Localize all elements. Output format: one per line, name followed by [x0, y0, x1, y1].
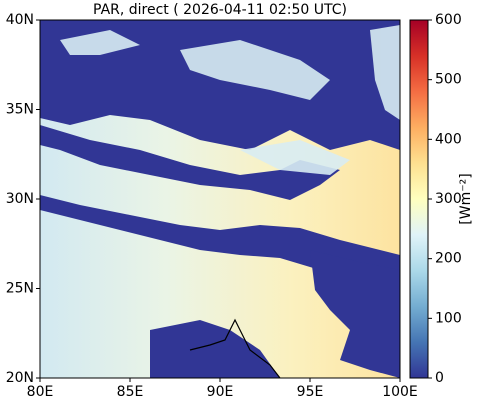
y-tick-label: 20N: [6, 370, 34, 386]
y-tick-label: 40N: [6, 12, 34, 28]
x-tick-label: 85E: [117, 384, 144, 400]
colorbar-tick-label: 400: [435, 131, 462, 147]
x-tick-label: 90E: [207, 384, 234, 400]
colorbar-tick-label: 0: [435, 370, 444, 386]
x-tick-label: 80E: [27, 384, 54, 400]
chart-title: PAR, direct ( 2026-04-11 02:50 UTC): [93, 2, 347, 18]
y-tick-label: 30N: [6, 191, 34, 207]
colorbar-label: [Wm⁻²]: [458, 173, 474, 224]
colorbar-tick-label: 300: [435, 191, 462, 207]
colorbar-tick-label: 600: [435, 12, 462, 28]
map-field: [40, 20, 400, 378]
colorbar-tick-label: 100: [435, 310, 462, 326]
y-tick-label: 25N: [6, 281, 34, 297]
y-tick-label: 35N: [6, 102, 34, 118]
colorbar: [409, 19, 429, 379]
colorbar-tick-label: 200: [435, 251, 462, 267]
colorbar-tick-label: 500: [435, 72, 462, 88]
x-tick-label: 100E: [382, 384, 418, 400]
x-tick-label: 95E: [297, 384, 324, 400]
